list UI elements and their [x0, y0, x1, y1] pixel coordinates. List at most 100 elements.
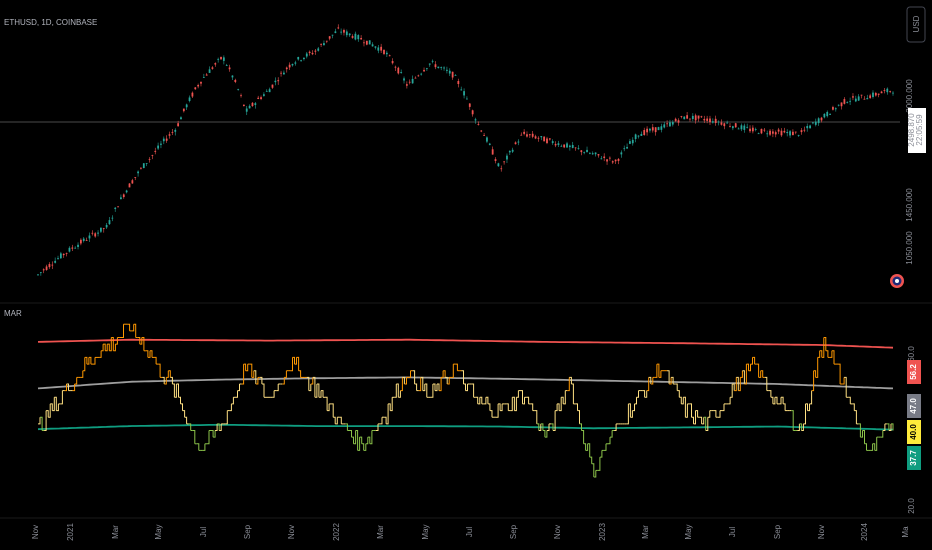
- candle-body: [594, 152, 597, 155]
- oscillator-pane[interactable]: MAR: [4, 309, 894, 478]
- oscillator-segment: [681, 397, 684, 405]
- oscillator-segment: [217, 423, 220, 431]
- oscillator-segment: [679, 396, 682, 404]
- price-tick-1450: 1450.000: [905, 188, 914, 222]
- candle-body: [700, 116, 703, 118]
- candle-body: [714, 118, 717, 123]
- candle-body: [68, 247, 71, 252]
- candle-body: [345, 31, 348, 36]
- oscillator-segment: [422, 384, 426, 392]
- candle-body: [468, 103, 471, 107]
- oscillator-segment: [567, 377, 570, 392]
- oscillator-segment: [819, 350, 823, 358]
- oscillator-segment: [375, 423, 379, 431]
- candle-body: [205, 74, 208, 76]
- candle-body: [320, 43, 322, 45]
- oscillator-segment: [722, 403, 725, 412]
- oscillator-segment: [821, 337, 825, 358]
- candle-body: [125, 190, 128, 193]
- osc-tick-60: 60.0: [907, 346, 916, 362]
- oscillator-segment: [164, 377, 167, 385]
- candle-body: [826, 111, 829, 117]
- candle-body: [563, 144, 566, 148]
- alert-icon[interactable]: [890, 274, 904, 288]
- price-tick-3000: 3000.000: [905, 79, 914, 113]
- oscillator-segment: [443, 370, 446, 378]
- oscillator-segment: [127, 323, 131, 331]
- candle-body: [577, 148, 580, 150]
- oscillator-segment: [858, 423, 861, 438]
- oscillator-segment: [646, 377, 650, 392]
- candle-body: [191, 92, 194, 97]
- oscillator-segment: [255, 377, 259, 385]
- candle-body: [792, 131, 794, 136]
- price-axis[interactable]: USD 3000.000 1450.000 1050.000 2498.870 …: [890, 6, 926, 288]
- candle-body: [62, 253, 65, 256]
- candle-body: [769, 130, 771, 135]
- oscillator-segment: [563, 390, 566, 405]
- osc-value-badges: 56.2 47.0 40.0 37.7: [907, 360, 921, 470]
- candle-body: [620, 152, 623, 155]
- candle-body: [471, 110, 474, 115]
- candle-body: [611, 161, 614, 163]
- currency-button-label: USD: [912, 15, 921, 32]
- oscillator-segment: [599, 450, 603, 458]
- oscillator-segment: [48, 403, 51, 418]
- oscillator-segment: [756, 363, 760, 378]
- currency-button[interactable]: [906, 6, 926, 43]
- candle-body: [288, 64, 291, 68]
- candle-body: [763, 129, 766, 131]
- oscillator-axis[interactable]: 60.0 20.0 56.2 47.0 40.0 37.7: [907, 346, 921, 514]
- oscillator-segment: [196, 443, 200, 451]
- price-pane[interactable]: ETHUSD, 1D, COINBASE: [0, 18, 900, 276]
- oscillator-segment: [779, 397, 782, 405]
- candle-body: [174, 129, 177, 132]
- oscillator-segment: [145, 350, 149, 358]
- candle-body: [872, 92, 874, 97]
- candle-body: [385, 52, 388, 55]
- candle-body: [325, 40, 328, 42]
- oscillator-segment: [705, 417, 709, 431]
- candle-body: [331, 34, 334, 36]
- candle-body: [657, 127, 660, 131]
- candle-body: [729, 125, 731, 127]
- oscillator-segment: [66, 383, 69, 391]
- candle-body: [222, 57, 225, 61]
- candle-body: [671, 121, 674, 125]
- candle-body: [111, 217, 114, 219]
- oscillator-segment: [671, 376, 674, 384]
- oscillator-segment: [380, 417, 383, 425]
- oscillator-segment: [335, 417, 338, 425]
- oscillator-segment: [168, 370, 171, 378]
- oscillator-segment: [608, 437, 611, 445]
- oscillator-segment: [52, 397, 55, 412]
- candle-body: [660, 126, 663, 130]
- oscillator-segment: [308, 384, 312, 392]
- oscillator-segment: [182, 410, 186, 418]
- oscillator-segment: [557, 403, 560, 411]
- oscillator-segment: [740, 370, 743, 378]
- oscillator-segment: [512, 396, 515, 411]
- oscillator-segment: [809, 390, 813, 405]
- candle-body: [809, 125, 811, 129]
- candle-body: [786, 131, 789, 134]
- time-axis[interactable]: Nov 2021 Mar May Jul Sep Nov 2022 Mar May Jul Sep No…: [31, 523, 910, 541]
- time-label-10: Jul: [465, 527, 474, 537]
- candle-body: [228, 67, 231, 70]
- candle-body: [880, 91, 883, 94]
- candle-body: [65, 252, 68, 254]
- oscillator-segment: [506, 403, 509, 411]
- oscillator-segment: [734, 377, 737, 392]
- candle-body: [709, 118, 711, 123]
- candle-body: [586, 149, 588, 153]
- oscillator-segment: [178, 396, 181, 404]
- oscillator-segment: [516, 390, 519, 398]
- candle-body: [603, 156, 606, 158]
- candle-body: [614, 159, 617, 162]
- oscillator-segment: [748, 364, 751, 372]
- candle-body: [100, 227, 102, 232]
- candle-body: [391, 60, 394, 64]
- candle-body: [843, 99, 846, 104]
- candle-body: [817, 118, 820, 124]
